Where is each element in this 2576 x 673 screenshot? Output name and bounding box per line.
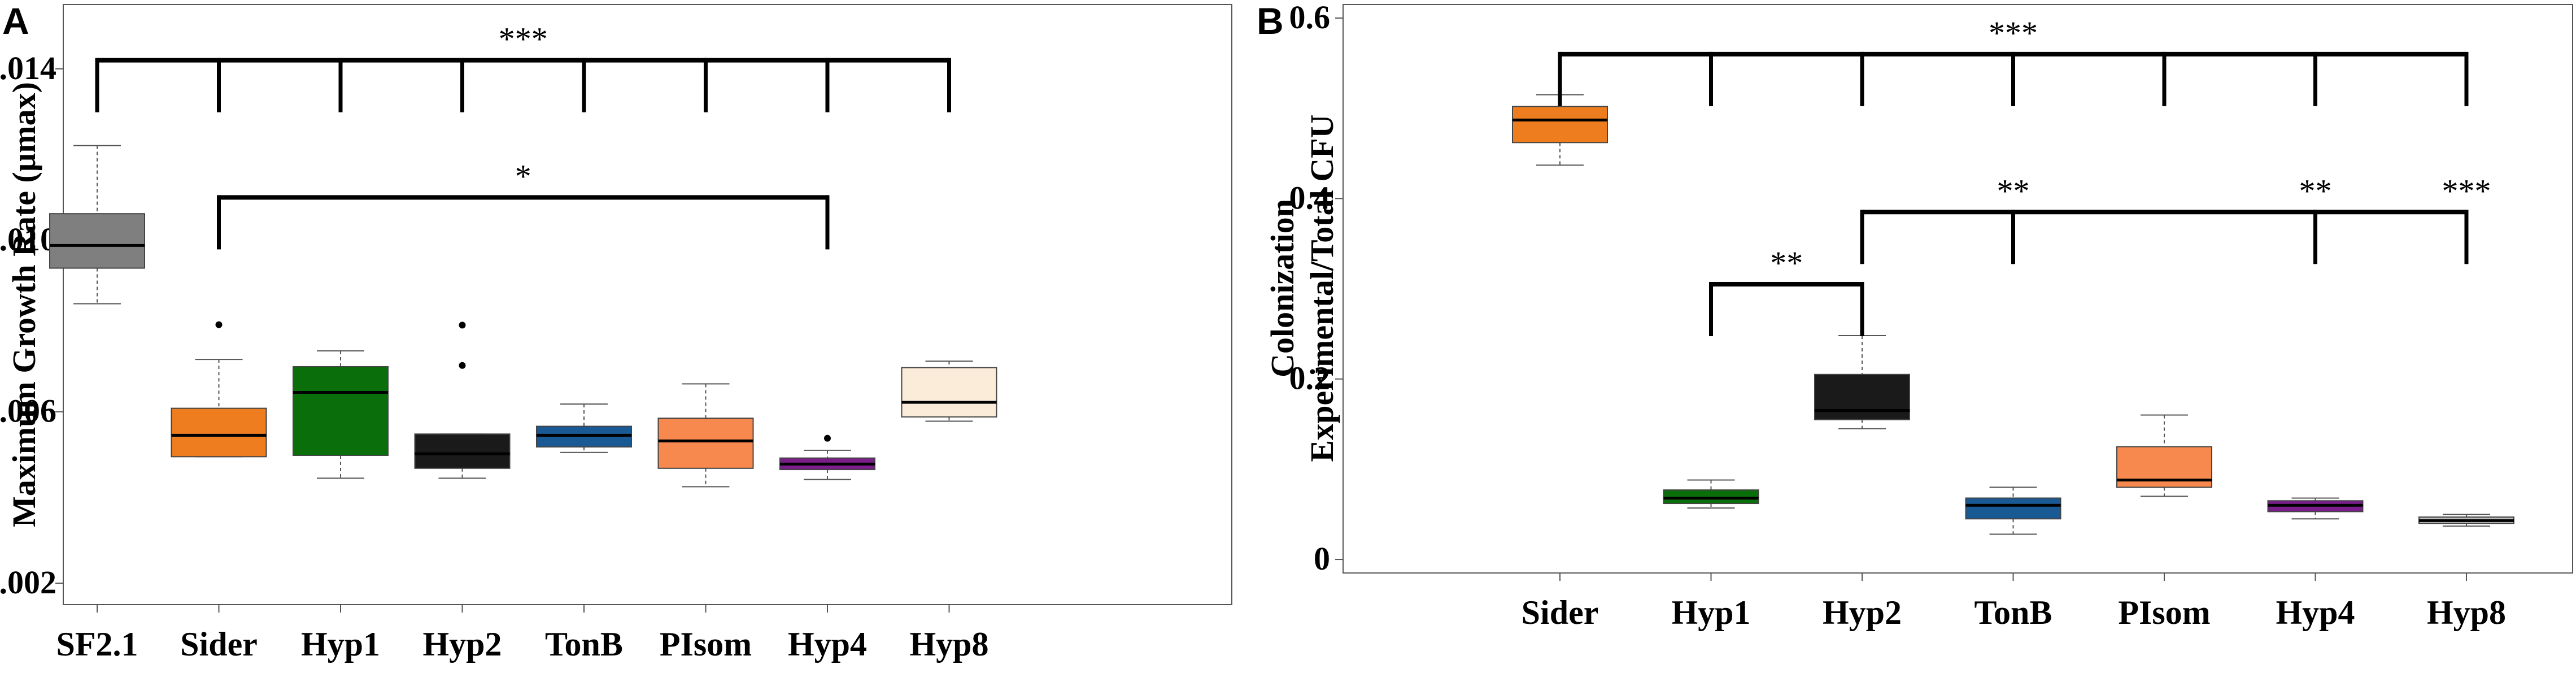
box-body [414,433,511,469]
box-tonb [536,403,632,453]
box-body [171,407,267,458]
significance-label: *** [1989,15,2038,51]
y-tick-label: 0.014 [0,50,56,86]
x-category-label: Hyp2 [1823,594,1902,631]
significance-label: ** [2299,172,2332,209]
significance-label: ** [1770,245,1803,281]
box-body [1512,106,1608,144]
x-category-label: Hyp4 [788,626,867,663]
x-category-label: PIsom [660,626,752,663]
significance-label: ** [1997,172,2030,209]
box-hyp4 [2267,497,2364,520]
x-category-label: PIsom [2118,594,2210,631]
x-category-label: Sider [180,626,258,663]
significance-label: * [515,158,531,194]
significance-label: *** [2442,172,2491,209]
plot-frame [63,4,1232,605]
significance-bracket: ** [1709,245,1864,337]
y-tick-label: 0.010 [0,221,56,258]
y-tick-label: 0.4 [1289,179,1331,216]
box-body [657,418,754,469]
box-pisom [2116,414,2212,497]
box-body [293,366,389,457]
box-sider [1512,94,1608,166]
box-hyp2 [1814,335,1910,429]
box-hyp1 [1663,479,1759,509]
box-body [1965,497,2061,520]
x-category-label: Hyp4 [2276,594,2355,631]
box-body [49,213,145,269]
box-body [1814,374,1910,420]
x-category-label: Hyp8 [909,626,988,663]
y-axis-title-line2: Experimental/Total CFU [1304,115,1340,462]
y-tick-label: 0.002 [0,564,56,601]
box-sf2.1 [49,145,145,305]
box-hyp8 [901,361,997,422]
x-category-label: Hyp1 [301,626,380,663]
y-tick-label: 0.6 [1289,0,1331,36]
outlier-point [459,322,466,329]
significance-bracket: ** ** *** [1860,172,2491,264]
x-category-label: SF2.1 [56,626,138,663]
x-category-label: Hyp1 [1671,594,1750,631]
x-category-label: Hyp2 [422,626,502,663]
box-pisom [657,383,754,488]
x-category-label: TonB [545,626,623,663]
x-category-label: Hyp8 [2427,594,2506,631]
box-hyp1 [293,350,389,479]
box-hyp8 [2418,514,2514,527]
panel-b-boxplot: 0 0.2 0.4 0.6 Colonization Experimental/Total… [1264,0,2573,631]
outlier-point [459,362,466,369]
significance-bracket: *** [1558,15,2469,106]
panel-b-letter: B [1257,0,1284,42]
significance-bracket: * [217,158,830,250]
box-hyp2 [414,322,511,479]
x-category-label: TonB [1975,594,2052,631]
box-hyp4 [779,435,875,480]
box-tonb [1965,487,2061,535]
x-category-label: Sider [1522,594,1599,631]
y-axis-title: Colonization [1264,199,1301,377]
y-tick-label: 0.006 [0,393,56,429]
outlier-point [824,435,831,442]
significance-bracket: *** [95,21,951,112]
box-sider [171,321,267,458]
plot-frame [1343,4,2573,574]
y-axis-title: Maximum Growth Rate (µmax) [6,82,42,527]
y-tick-label: 0 [1314,540,1330,577]
panel-a-letter: A [2,0,29,42]
significance-label: *** [499,21,548,58]
outlier-point [215,321,223,328]
box-body [901,367,997,418]
y-tick-label: 0.2 [1289,360,1331,397]
